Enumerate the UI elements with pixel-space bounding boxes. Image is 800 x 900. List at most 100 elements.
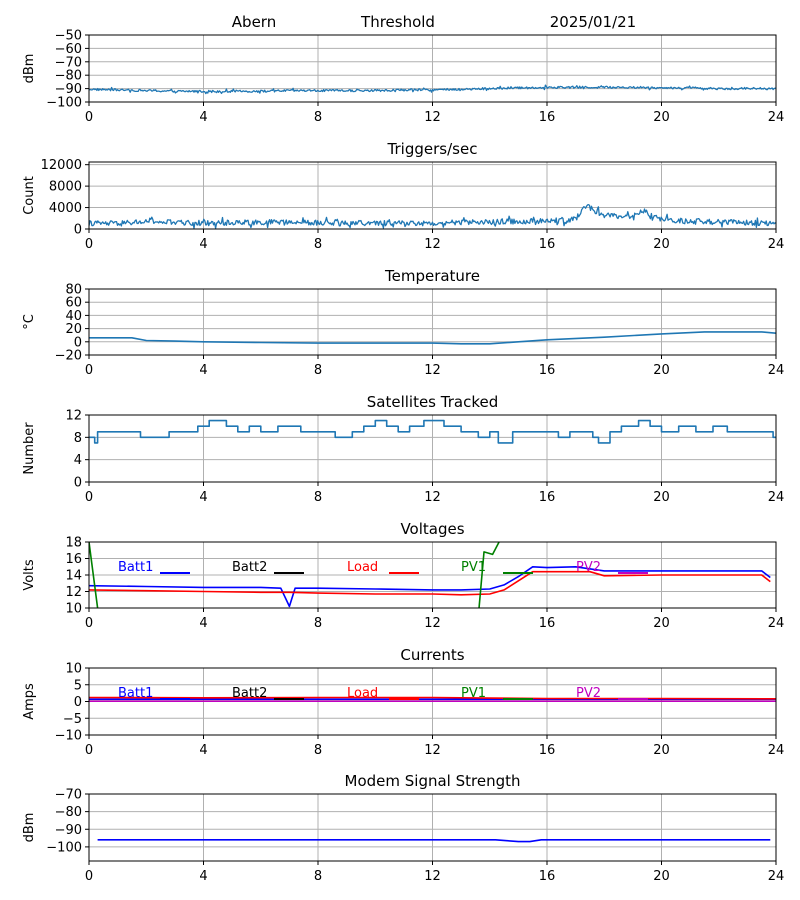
chart-panel-2: 0 4 8 12 16 20 24 0 4000 8000 12000 Triggers/sec Cou… — [22, 140, 784, 252]
y-tick-label: 80 — [65, 283, 82, 298]
y-tick-label: 12 — [65, 585, 82, 600]
x-tick-label: 8 — [314, 490, 322, 505]
y-tick-label: 0 — [74, 476, 82, 491]
x-tick-label: 20 — [653, 616, 670, 631]
chart-panel-4: 0 4 8 12 16 20 24 0 4 8 12 Satellites Tracked Number — [22, 393, 784, 505]
x-tick-label: 12 — [424, 616, 441, 631]
y-tick-label: −100 — [46, 840, 82, 855]
x-tick-label: 12 — [424, 363, 441, 378]
chart-title: Temperature — [384, 267, 480, 285]
x-tick-label: 8 — [314, 363, 322, 378]
y-tick-label: 40 — [65, 309, 82, 324]
y-tick-label: −80 — [55, 69, 82, 84]
series-line-batt1 — [89, 565, 771, 608]
y-axis-label: Number — [22, 422, 37, 475]
y-axis-label: °C — [22, 314, 37, 330]
x-tick-label: 12 — [424, 237, 441, 252]
series-line — [97, 838, 771, 843]
header-kind: Threshold — [360, 13, 435, 31]
x-tick-label: 8 — [314, 869, 322, 884]
x-tick-label: 4 — [199, 363, 207, 378]
x-tick-label: 24 — [768, 743, 785, 758]
series-line — [89, 203, 776, 229]
series-line-load — [89, 570, 771, 596]
x-tick-label: 20 — [653, 110, 670, 125]
x-tick-label: 20 — [653, 743, 670, 758]
x-tick-label: 4 — [199, 490, 207, 505]
y-tick-label: −70 — [55, 55, 82, 70]
x-tick-label: 12 — [424, 869, 441, 884]
legend-label-pv2: PV2 — [576, 560, 601, 575]
x-tick-label: 0 — [85, 743, 93, 758]
y-tick-label: −20 — [55, 349, 82, 364]
y-tick-label: −90 — [55, 823, 82, 838]
x-tick-label: 12 — [424, 490, 441, 505]
y-tick-label: 10 — [65, 662, 82, 677]
chart-panel-7: 0 4 8 12 16 20 24 −100 −90 −80 −70 Modem Signal Str… — [22, 772, 784, 884]
x-tick-label: 16 — [539, 237, 556, 252]
x-tick-label: 8 — [314, 616, 322, 631]
x-tick-label: 0 — [85, 237, 93, 252]
x-tick-label: 20 — [653, 237, 670, 252]
y-tick-label: 4000 — [49, 201, 82, 216]
y-tick-label: 14 — [65, 569, 82, 584]
y-tick-label: 8 — [74, 431, 82, 446]
x-tick-label: 24 — [768, 616, 785, 631]
x-tick-label: 4 — [199, 869, 207, 884]
y-tick-label: 10 — [65, 602, 82, 617]
x-tick-label: 0 — [85, 869, 93, 884]
y-tick-label: 16 — [65, 552, 82, 567]
y-tick-label: −60 — [55, 42, 82, 57]
y-axis-label: dBm — [22, 54, 37, 84]
y-tick-label: −50 — [55, 29, 82, 44]
series-line — [89, 84, 776, 95]
chart-title: Currents — [400, 646, 464, 664]
x-tick-label: 4 — [199, 616, 207, 631]
y-tick-label: −100 — [46, 96, 82, 111]
y-tick-label: 12 — [65, 409, 82, 424]
x-tick-label: 24 — [768, 869, 785, 884]
x-tick-label: 4 — [199, 743, 207, 758]
y-axis-label: Amps — [22, 683, 37, 720]
x-tick-label: 0 — [85, 363, 93, 378]
y-tick-label: −90 — [55, 82, 82, 97]
x-tick-label: 20 — [653, 490, 670, 505]
y-tick-label: −70 — [55, 788, 82, 803]
y-tick-label: 0 — [74, 695, 82, 710]
x-tick-label: 24 — [768, 110, 785, 125]
header-station: Abern — [232, 13, 276, 31]
series-line-pv1 — [89, 542, 500, 608]
x-tick-label: 16 — [539, 616, 556, 631]
x-tick-label: 24 — [768, 237, 785, 252]
x-tick-label: 4 — [199, 237, 207, 252]
y-tick-label: 60 — [65, 296, 82, 311]
y-tick-label: 18 — [65, 536, 82, 551]
y-tick-label: −5 — [63, 712, 82, 727]
y-axis-label: Volts — [22, 559, 37, 591]
legend-label-batt1: Batt1 — [118, 686, 153, 701]
chart-panel-6: 0 4 8 12 16 20 24 −10 −5 0 510 Currents Amps Batt1 Bat… — [22, 646, 784, 758]
legend-label-load: Load — [347, 560, 378, 575]
legend-label-batt2: Batt2 — [232, 686, 267, 701]
x-tick-label: 4 — [199, 110, 207, 125]
legend-label-pv1: PV1 — [461, 686, 486, 701]
chart-panel-1: 0 4 8 12 16 20 24 −100−90−80−70−60−50 dBm — [22, 29, 784, 126]
y-axis-label: dBm — [22, 813, 37, 843]
x-tick-label: 8 — [314, 110, 322, 125]
x-tick-label: 12 — [424, 110, 441, 125]
x-tick-label: 8 — [314, 237, 322, 252]
y-tick-label: 8000 — [49, 180, 82, 195]
x-tick-label: 16 — [539, 110, 556, 125]
series-line — [89, 419, 776, 444]
legend-label-batt1: Batt1 — [118, 560, 153, 575]
y-tick-label: −10 — [55, 729, 82, 744]
x-tick-label: 8 — [314, 743, 322, 758]
y-tick-label: 4 — [74, 453, 82, 468]
legend-label-batt2: Batt2 — [232, 560, 267, 575]
x-tick-label: 20 — [653, 869, 670, 884]
y-tick-label: −80 — [55, 805, 82, 820]
chart-title: Modem Signal Strength — [345, 772, 521, 790]
